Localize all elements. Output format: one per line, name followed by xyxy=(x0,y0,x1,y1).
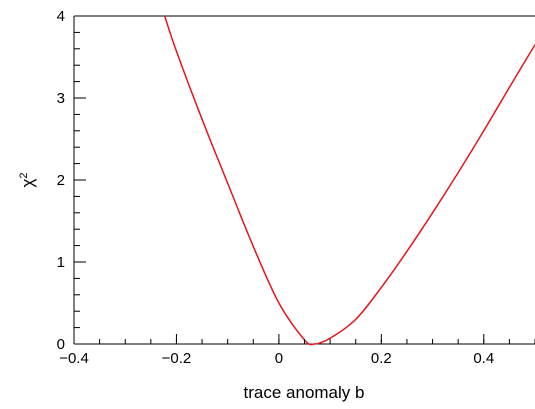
series-layer xyxy=(163,15,535,346)
labels-layer: −0.4 −0.2 0 0.2 0.4 0 1 2 3 4 xyxy=(57,8,495,367)
y-tick-label: 0 xyxy=(57,336,65,353)
series-line-0 xyxy=(163,15,535,346)
y-tick-label: 4 xyxy=(57,8,65,25)
x-tick-label: −0.4 xyxy=(59,350,89,367)
y-axis-title-superscript: 2 xyxy=(18,172,30,178)
x-tick-label: 0.4 xyxy=(473,350,494,367)
x-tick-label: 0.2 xyxy=(371,350,392,367)
y-tick-label: 1 xyxy=(57,254,65,271)
y-axis-title-base: χ xyxy=(18,179,37,188)
y-axis-title: χ2 xyxy=(18,172,37,187)
x-axis-title: trace anomaly b xyxy=(244,383,365,402)
axes xyxy=(73,15,535,345)
y-tick-label: 3 xyxy=(57,90,65,107)
x-tick-label: 0 xyxy=(275,350,283,367)
x-tick-label: −0.2 xyxy=(162,350,192,367)
y-tick-label: 2 xyxy=(57,172,65,189)
ticks-layer xyxy=(73,15,535,345)
